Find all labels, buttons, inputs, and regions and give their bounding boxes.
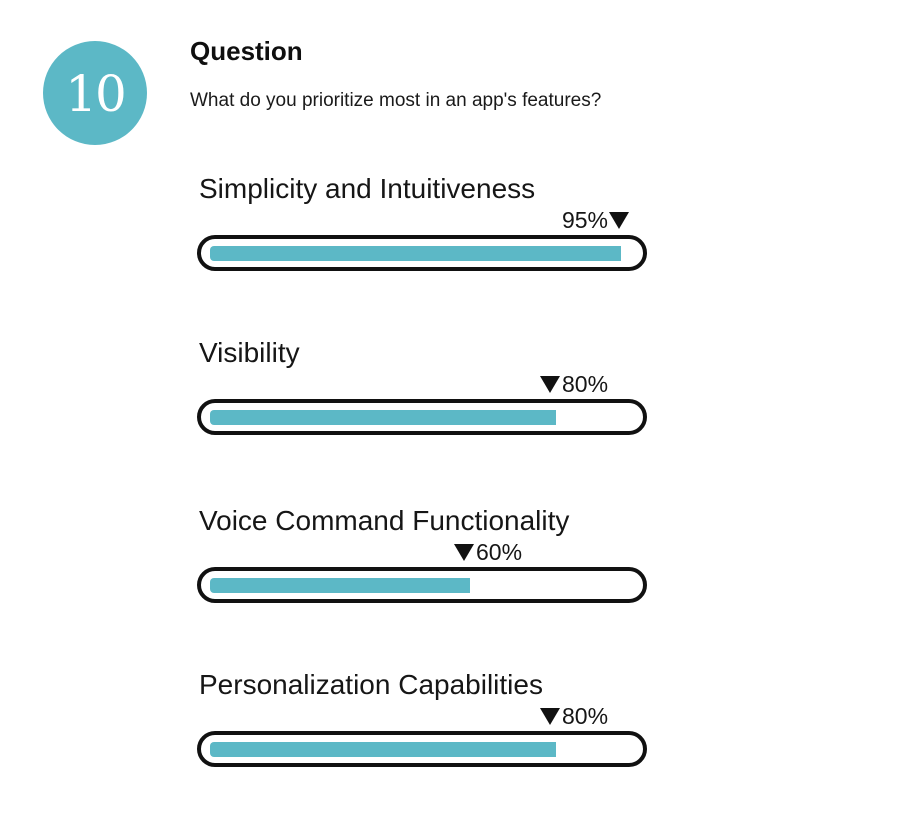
result-item: Voice Command Functionality 60%	[197, 504, 653, 614]
result-value-marker: 80%	[540, 703, 608, 729]
result-label: Personalization Capabilities	[199, 669, 543, 700]
progress-fill	[210, 410, 556, 425]
result-value-marker: 60%	[454, 539, 522, 565]
progress-track	[197, 567, 647, 603]
result-item: Simplicity and Intuitiveness 95%	[197, 172, 653, 282]
result-value-label: 80%	[562, 371, 609, 397]
progress-track	[197, 731, 647, 767]
question-number: 10	[65, 65, 127, 123]
result-value-marker: 80%	[540, 371, 608, 397]
result-value-label: 80%	[562, 703, 609, 729]
progress-fill	[210, 742, 556, 757]
progress-fill	[210, 246, 621, 261]
result-label: Visibility	[199, 337, 300, 368]
progress-track	[197, 235, 647, 271]
result-value-label: 60%	[476, 539, 523, 565]
result-label: Voice Command Functionality	[199, 505, 570, 536]
question-title: Question	[190, 36, 303, 66]
result-item: Visibility 80%	[197, 336, 653, 446]
pointer-triangle-icon	[540, 707, 560, 725]
progress-fill	[210, 578, 470, 593]
result-value-marker: 95%	[562, 207, 629, 233]
pointer-triangle-icon	[540, 375, 560, 393]
pointer-triangle-icon	[609, 211, 629, 229]
result-label: Simplicity and Intuitiveness	[199, 173, 536, 204]
pointer-triangle-icon	[454, 543, 474, 561]
progress-track	[197, 399, 647, 435]
question-number-badge: 10	[43, 41, 147, 145]
result-value-label: 95%	[561, 207, 608, 233]
question-text: What do you prioritize most in an app's …	[190, 90, 602, 111]
result-item: Personalization Capabilities 80%	[197, 668, 653, 778]
